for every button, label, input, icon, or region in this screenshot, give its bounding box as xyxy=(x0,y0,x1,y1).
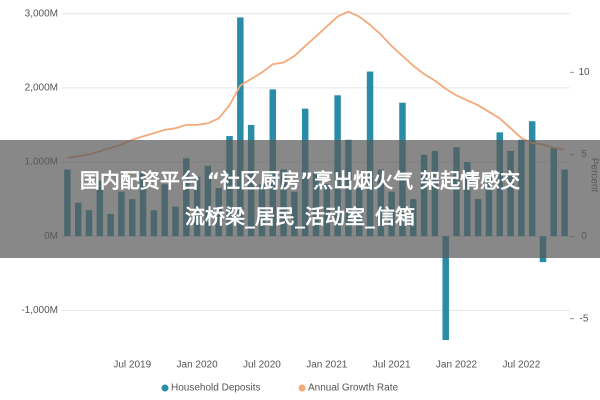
y2-tick-label: 10 xyxy=(578,67,590,78)
y-tick-label: 3,000M xyxy=(25,8,58,19)
legend-marker xyxy=(298,384,306,392)
y-tick-label: -1,000M xyxy=(21,305,58,316)
x-tick-label: Jan 2022 xyxy=(436,360,478,371)
x-tick-label: Jul 2022 xyxy=(502,360,540,371)
x-tick-label: Jan 2021 xyxy=(306,360,348,371)
line xyxy=(67,10,565,159)
legend-label: Household Deposits xyxy=(171,383,261,394)
bar xyxy=(237,17,244,237)
x-tick-label: Jul 2021 xyxy=(373,360,411,371)
x-tick-label: Jul 2019 xyxy=(113,360,151,371)
y-tick-label: 2,000M xyxy=(25,83,58,94)
banner-background xyxy=(0,140,600,258)
y2-tick-label: -5 xyxy=(580,313,589,324)
legend-marker xyxy=(161,384,169,392)
x-tick-label: Jul 2020 xyxy=(243,360,281,371)
x-tick-label: Jan 2020 xyxy=(177,360,219,371)
legend-label: Annual Growth Rate xyxy=(308,383,398,394)
bar xyxy=(442,236,449,340)
banner-title: 流桥梁_居民_活动室_信箱 xyxy=(185,205,415,229)
banner-title: 国内配资平台 “社区厨房”烹出烟火气 架起情感交 xyxy=(80,169,520,193)
